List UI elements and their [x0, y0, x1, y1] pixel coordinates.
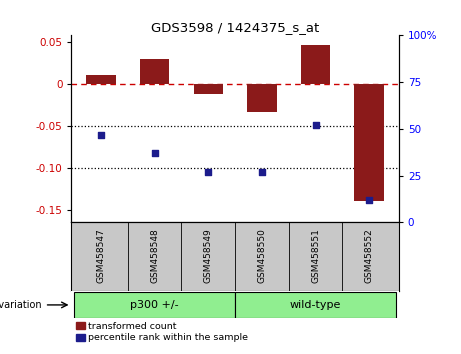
- Bar: [140, 59, 169, 84]
- Title: GDS3598 / 1424375_s_at: GDS3598 / 1424375_s_at: [151, 21, 319, 34]
- Text: GSM458552: GSM458552: [365, 228, 374, 283]
- Bar: [355, 84, 384, 201]
- Legend: transformed count, percentile rank within the sample: transformed count, percentile rank withi…: [76, 321, 248, 342]
- Bar: [74, 292, 235, 318]
- Point: [312, 122, 319, 128]
- Text: GSM458548: GSM458548: [150, 228, 159, 283]
- Point: [258, 169, 266, 175]
- Point: [366, 197, 373, 203]
- Text: GSM458551: GSM458551: [311, 228, 320, 283]
- Point: [97, 132, 105, 137]
- Bar: [235, 292, 396, 318]
- Text: p300 +/-: p300 +/-: [130, 300, 179, 310]
- Bar: [247, 84, 277, 112]
- Text: wild-type: wild-type: [290, 300, 341, 310]
- Bar: [194, 84, 223, 94]
- Point: [205, 169, 212, 175]
- Bar: [86, 75, 116, 84]
- Text: genotype/variation: genotype/variation: [0, 300, 42, 310]
- Text: GSM458549: GSM458549: [204, 228, 213, 283]
- Text: GSM458550: GSM458550: [257, 228, 266, 283]
- Text: GSM458547: GSM458547: [96, 228, 106, 283]
- Bar: [301, 45, 331, 84]
- Point: [151, 150, 158, 156]
